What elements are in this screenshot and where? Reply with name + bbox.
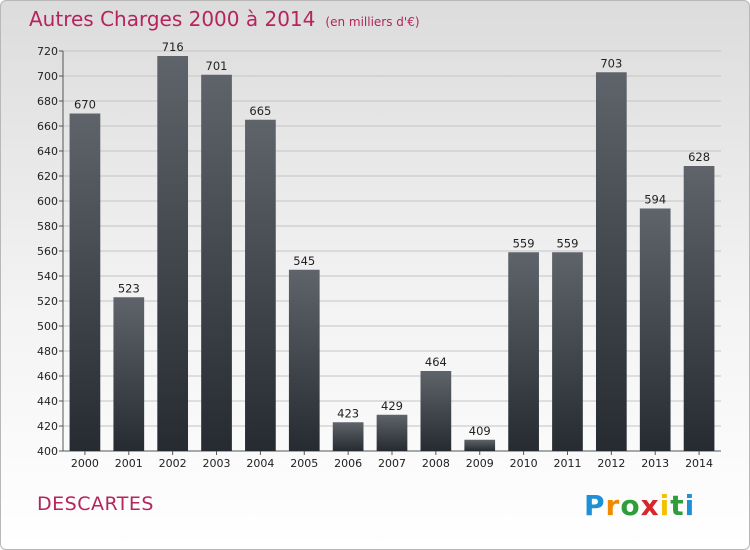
x-tick-label: 2003 bbox=[203, 457, 231, 470]
data-label: 559 bbox=[513, 236, 535, 250]
bar bbox=[595, 72, 627, 451]
logo-letter: x bbox=[640, 489, 660, 522]
y-tick-label: 520 bbox=[37, 295, 58, 308]
logo-letter: o bbox=[620, 489, 641, 522]
y-tick-label: 500 bbox=[37, 320, 58, 333]
data-label: 716 bbox=[162, 40, 184, 54]
y-tick-label: 680 bbox=[37, 95, 58, 108]
x-tick-label: 2009 bbox=[466, 457, 494, 470]
x-tick-label: 2010 bbox=[510, 457, 538, 470]
x-tick-label: 2001 bbox=[115, 457, 143, 470]
logo-letter: i bbox=[684, 489, 696, 522]
data-label: 703 bbox=[600, 56, 622, 70]
data-label: 701 bbox=[206, 59, 228, 73]
bar bbox=[69, 113, 101, 451]
logo-letter: t bbox=[670, 489, 685, 522]
x-tick-label: 2007 bbox=[378, 457, 406, 470]
place-name: DESCARTES bbox=[37, 493, 154, 515]
data-label: 523 bbox=[118, 281, 140, 295]
data-label: 559 bbox=[556, 236, 578, 250]
chart-title-block: Autres Charges 2000 à 2014 (en milliers d… bbox=[29, 7, 420, 31]
y-tick-label: 560 bbox=[37, 245, 58, 258]
bar bbox=[201, 74, 232, 451]
bar bbox=[420, 371, 452, 451]
bar bbox=[683, 166, 715, 451]
y-tick-label: 640 bbox=[37, 145, 58, 158]
x-tick-label: 2006 bbox=[334, 457, 362, 470]
bar bbox=[376, 414, 408, 451]
x-tick-label: 2014 bbox=[685, 457, 713, 470]
bar bbox=[245, 119, 276, 451]
data-label: 628 bbox=[688, 150, 710, 164]
data-label: 545 bbox=[293, 254, 315, 268]
x-tick-label: 2005 bbox=[290, 457, 318, 470]
y-tick-label: 660 bbox=[37, 120, 58, 133]
proxiti-logo: Proxiti bbox=[584, 489, 695, 522]
data-label: 429 bbox=[381, 399, 403, 413]
bar bbox=[639, 208, 671, 451]
logo-letter: P bbox=[584, 489, 606, 522]
bar bbox=[508, 252, 539, 451]
y-tick-label: 440 bbox=[37, 395, 58, 408]
chart-subtitle: (en milliers d'€) bbox=[325, 15, 420, 29]
data-label: 409 bbox=[469, 424, 491, 438]
data-label: 464 bbox=[425, 355, 447, 369]
x-tick-label: 2002 bbox=[159, 457, 187, 470]
y-tick-label: 600 bbox=[37, 195, 58, 208]
bar bbox=[552, 252, 583, 451]
y-tick-label: 480 bbox=[37, 345, 58, 358]
y-tick-label: 580 bbox=[37, 220, 58, 233]
data-label: 670 bbox=[74, 98, 96, 112]
chart-title: Autres Charges 2000 à 2014 bbox=[29, 7, 316, 31]
y-tick-label: 460 bbox=[37, 370, 58, 383]
data-label: 665 bbox=[249, 104, 271, 118]
y-tick-label: 620 bbox=[37, 170, 58, 183]
data-label: 423 bbox=[337, 406, 359, 420]
bar bbox=[157, 56, 189, 451]
bar bbox=[113, 297, 145, 451]
y-tick-label: 420 bbox=[37, 420, 58, 433]
data-label: 594 bbox=[644, 193, 666, 207]
y-tick-label: 700 bbox=[37, 70, 58, 83]
bar bbox=[332, 422, 364, 451]
bar bbox=[464, 439, 496, 451]
y-tick-label: 400 bbox=[37, 445, 58, 458]
x-tick-label: 2004 bbox=[246, 457, 274, 470]
x-tick-label: 2000 bbox=[71, 457, 99, 470]
logo-letter: i bbox=[659, 489, 671, 522]
y-tick-label: 540 bbox=[37, 270, 58, 283]
x-tick-label: 2013 bbox=[641, 457, 669, 470]
bar bbox=[288, 269, 320, 451]
y-tick-label: 720 bbox=[37, 45, 58, 58]
logo-letter: r bbox=[605, 489, 621, 522]
x-tick-label: 2008 bbox=[422, 457, 450, 470]
x-tick-label: 2011 bbox=[553, 457, 581, 470]
x-tick-label: 2012 bbox=[597, 457, 625, 470]
